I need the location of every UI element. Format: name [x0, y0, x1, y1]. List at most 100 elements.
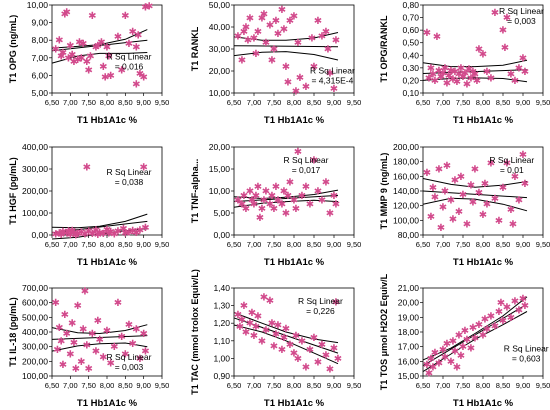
data-point: ✱: [92, 226, 100, 237]
data-point: ✱: [280, 187, 288, 198]
data-point: ✱: [266, 296, 274, 307]
x-tick-label: 9,50: [347, 240, 362, 249]
ci-upper-line: [422, 296, 528, 361]
y-tick-label: 180,00: [393, 157, 419, 167]
x-tick-label: 9,00: [136, 240, 151, 249]
data-point: ✱: [286, 340, 294, 351]
data-point: ✱: [59, 48, 67, 59]
data-point: ✱: [511, 172, 519, 183]
data-point: ✱: [128, 226, 136, 237]
data-point: ✱: [246, 187, 254, 198]
data-point: ✱: [242, 204, 250, 215]
data-point: ✱: [106, 358, 114, 369]
y-axis-label: T1 TNF-alpha...: [190, 159, 200, 224]
y-tick-label: 0,40: [402, 50, 419, 60]
data-point: ✱: [427, 212, 435, 223]
data-point: ✱: [439, 345, 447, 356]
data-point: ✱: [114, 227, 122, 238]
data-point: ✱: [272, 182, 280, 193]
data-point: ✱: [503, 159, 511, 170]
data-point: ✱: [429, 70, 437, 81]
data-point: ✱: [497, 298, 505, 309]
data-point: ✱: [461, 68, 469, 79]
data-point: ✱: [491, 194, 499, 205]
data-point: ✱: [84, 364, 92, 375]
data-point: ✱: [73, 55, 81, 66]
data-point: ✱: [242, 328, 250, 339]
data-point: ✱: [465, 65, 473, 76]
data-point: ✱: [238, 315, 246, 326]
data-point: ✱: [250, 331, 258, 342]
data-point: ✱: [75, 37, 83, 48]
data-point: ✱: [136, 226, 144, 237]
r-squared-value: = 0,016: [115, 62, 144, 72]
data-point: ✱: [66, 230, 74, 241]
data-point: ✱: [483, 325, 491, 336]
data-point: ✱: [254, 27, 262, 38]
y-tick-label: 0,50: [402, 38, 419, 48]
data-point: ✱: [521, 301, 529, 312]
data-point: ✱: [79, 39, 87, 50]
data-point: ✱: [334, 354, 342, 365]
data-point: ✱: [240, 27, 248, 38]
data-point: ✱: [441, 63, 449, 74]
x-tick-label: 8,50: [307, 240, 322, 249]
fit-line: [422, 69, 528, 75]
r-squared-value: = 4,315E-4: [311, 76, 353, 86]
data-point: ✱: [330, 191, 338, 202]
data-point: ✱: [308, 34, 316, 45]
data-point: ✱: [121, 11, 129, 22]
data-point: ✱: [501, 43, 509, 54]
y-tick-label: 400,00: [22, 142, 48, 152]
data-point: ✱: [258, 204, 266, 215]
data-point: ✱: [423, 168, 431, 179]
ci-lower-line: [422, 197, 528, 212]
fit-line: [422, 303, 528, 367]
y-tick-label: 20,00: [398, 298, 420, 308]
data-point: ✱: [55, 228, 63, 239]
data-point: ✱: [306, 345, 314, 356]
data-point: ✱: [435, 165, 443, 176]
data-point: ✱: [272, 329, 280, 340]
data-point: ✱: [258, 14, 266, 25]
ci-lower-line: [51, 52, 148, 64]
y-tick-label: 0,00: [31, 230, 48, 240]
data-point: ✱: [314, 16, 322, 27]
data-point: ✱: [475, 45, 483, 56]
x-tick-label: 9,50: [536, 240, 550, 249]
data-point: ✱: [479, 330, 487, 341]
y-tick-label: 1,40: [213, 283, 230, 293]
data-point: ✱: [106, 227, 114, 238]
data-point: ✱: [302, 82, 310, 93]
x-axis-label: T1 Hb1A1c %: [264, 257, 325, 268]
r-squared-label: R Sq Linear: [504, 343, 549, 353]
data-point: ✱: [519, 150, 527, 161]
data-point: ✱: [443, 78, 451, 89]
y-tick-label: 200,00: [22, 356, 48, 366]
data-point: ✱: [64, 53, 72, 64]
x-tick-label: 7,50: [267, 381, 282, 390]
y-tick-label: 0,60: [402, 25, 419, 35]
data-point: ✱: [451, 67, 459, 78]
data-point: ✱: [469, 323, 477, 334]
ci-upper-line: [422, 59, 528, 68]
x-tick-label: 6,50: [227, 240, 242, 249]
data-point: ✱: [236, 322, 244, 333]
data-point: ✱: [84, 66, 92, 77]
data-point: ✱: [511, 297, 519, 308]
chart-panel: 0,90 1,00 1,10 1,20 1,30 1,40 6,50 7,00 7,50 8,00…: [190, 269, 361, 409]
ci-lower-line: [233, 324, 339, 365]
x-tick-label: 6,50: [416, 240, 431, 249]
data-point: ✱: [101, 73, 109, 84]
x-tick-label: 7,50: [81, 381, 96, 390]
data-point: ✱: [125, 39, 133, 50]
x-tick-label: 9,00: [327, 240, 342, 249]
data-point: ✱: [294, 147, 302, 158]
r-squared-label: R Sq Linear: [107, 167, 152, 177]
data-point: ✱: [262, 38, 270, 49]
data-point: ✱: [55, 323, 63, 334]
data-point: ✱: [314, 357, 322, 368]
x-tick-label: 9,50: [155, 240, 170, 249]
data-point: ✱: [110, 342, 118, 353]
y-tick-label: 300,00: [22, 164, 48, 174]
